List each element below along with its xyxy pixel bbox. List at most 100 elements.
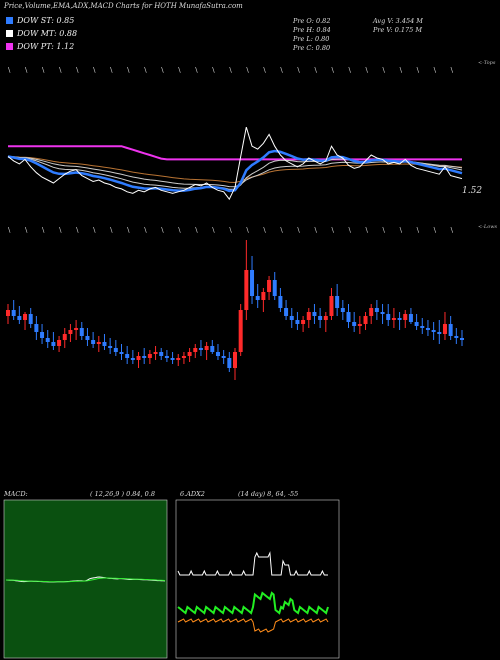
candle-body (113, 348, 118, 352)
candle-body (289, 316, 294, 320)
stat-pre-high: Pre H: 0.84 (293, 26, 331, 34)
tops-marker: \ (127, 66, 130, 74)
candle-body (403, 314, 408, 320)
candle-body (221, 356, 226, 358)
candle-body (414, 322, 419, 326)
candle-body (164, 356, 169, 358)
candle-body (357, 324, 362, 326)
candle-body (34, 324, 39, 332)
stat-pre-open: Pre O: 0.82 (293, 17, 331, 25)
candle-body (153, 352, 158, 354)
lows-marker: \ (314, 226, 317, 234)
lows-marker: \ (280, 226, 283, 234)
candle-body (198, 348, 203, 350)
stat-pre-close: Pre C: 0.80 (293, 44, 331, 52)
lows-marker: \ (212, 226, 215, 234)
candle-body (306, 312, 311, 320)
macd-signal-line (6, 577, 166, 583)
candle-body (397, 318, 402, 320)
candle-body (420, 326, 425, 328)
legend-swatch-mt (6, 30, 13, 37)
candle-body (11, 310, 16, 316)
candle-body (62, 334, 67, 340)
macd-params: ( 12,26,9 ) 0.84, 0.8 (90, 490, 156, 498)
lows-marker: \ (400, 226, 403, 234)
macd-label: MACD: (4, 490, 28, 498)
candle-body (442, 324, 447, 334)
candle-body (108, 346, 113, 348)
lows-marker: \ (383, 226, 386, 234)
candle-body (340, 308, 345, 312)
lows-marker: \ (42, 226, 45, 234)
candle-body (119, 352, 124, 354)
candle-body (193, 348, 198, 352)
legend-label-pt: DOW PT: 1.12 (17, 42, 75, 51)
tops-marker: \ (229, 66, 232, 74)
candle-body (102, 342, 107, 346)
candle-body (250, 270, 255, 296)
ema-pt-line (8, 145, 462, 161)
tops-marker: \ (417, 66, 420, 74)
candle-body (261, 292, 266, 300)
candle-body (74, 328, 79, 330)
lows-marker: \ (93, 226, 96, 234)
lows-marker: \ (161, 226, 164, 234)
candle-body (238, 310, 243, 352)
legend-label-st: DOW ST: 0.85 (17, 16, 75, 25)
candle-body (187, 352, 192, 356)
candle-body (454, 336, 459, 338)
candle-body (125, 354, 130, 358)
candle-body (301, 320, 306, 324)
tops-marker: \ (297, 66, 300, 74)
candle-body (204, 346, 209, 350)
lows-marker: \ (366, 226, 369, 234)
lows-marker: \ (263, 226, 266, 234)
candle-body (45, 338, 50, 342)
legend-label-mt: DOW MT: 0.88 (17, 29, 78, 38)
lows-marker: \ (417, 226, 420, 234)
candle-body (6, 310, 10, 316)
tops-marker: \ (59, 66, 62, 74)
candle-body (425, 328, 430, 330)
tops-marker: \ (8, 66, 11, 74)
tops-marker: \ (314, 66, 317, 74)
ema-short-line (7, 149, 463, 193)
lows-marker: \ (8, 226, 11, 234)
legend-dow-pt: DOW PT: 1.12 (6, 42, 126, 54)
adx-params: (14 day) 8, 64, -55 (238, 490, 299, 498)
lows-marker: \ (110, 226, 113, 234)
candle-body (176, 358, 181, 360)
legend-dow-st: DOW ST: 0.85 (6, 16, 126, 28)
lows-marker: \ (195, 226, 198, 234)
lows-marker: \ (178, 226, 181, 234)
candle-body (352, 322, 357, 326)
tops-label: <-Tops (478, 60, 496, 66)
candle-body (85, 336, 90, 340)
candle-body (233, 352, 237, 368)
candle-body (460, 338, 464, 340)
tops-marker: \ (383, 66, 386, 74)
candle-body (23, 314, 28, 320)
candle-body (312, 312, 317, 316)
candle-body (323, 316, 328, 320)
candle-body (40, 332, 45, 338)
legend-swatch-st (6, 17, 13, 24)
tops-marker: \ (349, 66, 352, 74)
candle-body (255, 296, 260, 300)
candle-body (130, 358, 135, 360)
stat-pre-low: Pre L: 0.80 (293, 35, 330, 43)
tops-marker: \ (400, 66, 403, 74)
stat-pre-volume: Pre V: 0.175 M (373, 26, 423, 34)
candle-body (374, 308, 379, 312)
candle-body (136, 356, 141, 360)
candle-body (346, 312, 351, 322)
adx-panel-bg (175, 499, 340, 659)
lows-marker: \ (25, 226, 28, 234)
ema-long-line (7, 156, 463, 184)
candle-body (363, 316, 368, 324)
candle-body (227, 358, 232, 368)
page-title: Price,Volume,EMA,ADX,MACD Charts for HOT… (4, 2, 243, 10)
candle-body (408, 314, 413, 322)
candle-body (91, 340, 96, 344)
